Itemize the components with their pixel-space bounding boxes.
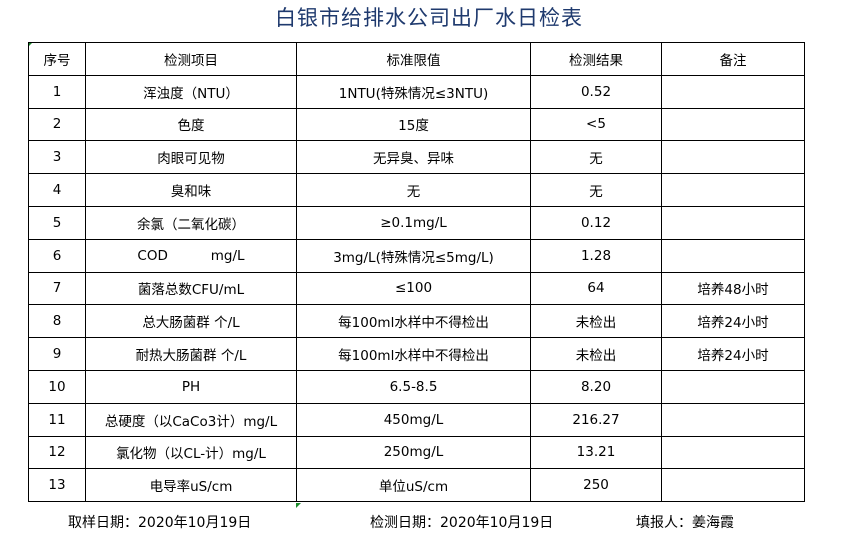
cell-remark [661, 468, 805, 503]
cell-result: 13.21 [530, 435, 662, 470]
cell-remark: 培养24小时 [661, 337, 805, 371]
cell-seq: 13 [28, 468, 86, 503]
cell-limit: 450mg/L [296, 402, 531, 437]
reporter: 填报人：姜海霞 [636, 515, 734, 531]
cell-remark: 培养24小时 [661, 304, 805, 339]
cell-seq: 7 [28, 271, 86, 306]
cell-limit: 每100ml水样中不得检出 [296, 304, 531, 339]
cell-result: 1.28 [530, 238, 662, 273]
cell-seq: 12 [28, 435, 86, 470]
table-row: 11 总硬度（以CaCo3计）mg/L 450mg/L 216.27 [28, 402, 805, 437]
cell-seq: 8 [28, 304, 86, 339]
cell-remark [661, 369, 805, 404]
cell-item: 色度 [85, 107, 297, 142]
header-limit: 标准限值 [296, 42, 531, 76]
cell-result: 0.52 [530, 74, 662, 109]
table-row: 10 PH 6.5-8.5 8.20 [28, 369, 805, 404]
cell-result: 8.20 [530, 369, 662, 404]
cell-item: 浑浊度（NTU） [85, 74, 297, 109]
header-remark: 备注 [661, 42, 805, 76]
cell-limit: 1NTU(特殊情况≤3NTU) [296, 74, 531, 109]
cell-result: 无 [530, 173, 662, 207]
cell-result: 无 [530, 140, 662, 175]
table-row: 8 总大肠菌群 个/L 每100ml水样中不得检出 未检出 培养24小时 [28, 304, 805, 339]
cell-remark [661, 140, 805, 175]
cell-limit: 15度 [296, 107, 531, 142]
cell-seq: 4 [28, 173, 86, 207]
table-row: 12 氯化物（以CL-计）mg/L 250mg/L 13.21 [28, 435, 805, 470]
cell-item: 耐热大肠菌群 个/L [85, 337, 297, 371]
cell-item: 臭和味 [85, 173, 297, 207]
table-row: 7 菌落总数CFU/mL ≤100 64 培养48小时 [28, 271, 805, 306]
cell-result: 0.12 [530, 205, 662, 240]
header-row: 序号 检测项目 标准限值 检测结果 备注 [28, 42, 805, 76]
cell-remark [661, 435, 805, 470]
header-item: 检测项目 [85, 42, 297, 76]
cell-remark [661, 402, 805, 437]
cell-limit: 每100ml水样中不得检出 [296, 337, 531, 371]
cell-result: 未检出 [530, 304, 662, 339]
cell-item: 总硬度（以CaCo3计）mg/L [85, 402, 297, 437]
cell-limit: 无 [296, 173, 531, 207]
table-row: 5 余氯（二氧化碳） ≥0.1mg/L 0.12 [28, 205, 805, 240]
cell-item: COD mg/L [85, 238, 297, 273]
cell-limit: 250mg/L [296, 435, 531, 470]
cell-seq: 2 [28, 107, 86, 142]
cell-remark [661, 107, 805, 142]
cell-result: 未检出 [530, 337, 662, 371]
cell-remark [661, 205, 805, 240]
header-result: 检测结果 [530, 42, 662, 76]
cell-limit: 3mg/L(特殊情况≤5mg/L) [296, 238, 531, 273]
cell-seq: 9 [28, 337, 86, 371]
cell-seq: 3 [28, 140, 86, 175]
cell-limit: 6.5-8.5 [296, 369, 531, 404]
header-seq: 序号 [28, 42, 86, 76]
cell-item: 电导率uS/cm [85, 468, 297, 503]
page-title: 白银市给排水公司出厂水日检表 [275, 6, 583, 30]
cell-remark [661, 74, 805, 109]
cell-remark: 培养48小时 [661, 271, 805, 306]
cell-remark [661, 238, 805, 273]
cell-limit: ≥0.1mg/L [296, 205, 531, 240]
cell-seq: 10 [28, 369, 86, 404]
cell-item: 肉眼可见物 [85, 140, 297, 175]
cell-limit: 单位uS/cm [296, 468, 531, 503]
sample-date: 取样日期：2020年10月19日 [68, 515, 252, 531]
cell-item: PH [85, 369, 297, 404]
table-row: 6 COD mg/L 3mg/L(特殊情况≤5mg/L) 1.28 [28, 238, 805, 273]
table-row: 4 臭和味无无 [28, 173, 805, 207]
cell-seq: 5 [28, 205, 86, 240]
table-row: 2 色度 15度 <5 [28, 107, 805, 142]
cell-seq: 6 [28, 238, 86, 273]
cell-seq: 1 [28, 74, 86, 109]
cell-limit: ≤100 [296, 271, 531, 306]
cell-item: 氯化物（以CL-计）mg/L [85, 435, 297, 470]
test-date: 检测日期：2020年10月19日 [370, 515, 554, 531]
cell-item: 余氯（二氧化碳） [85, 205, 297, 240]
cell-item: 菌落总数CFU/mL [85, 271, 297, 306]
cell-remark [661, 173, 805, 207]
table-row: 13 电导率uS/cm 单位uS/cm 250 [28, 468, 805, 503]
table-row: 1 浑浊度（NTU） 1NTU(特殊情况≤3NTU) 0.52 [28, 74, 805, 109]
cell-result: 216.27 [530, 402, 662, 437]
table-row: 3 肉眼可见物 无异臭、异味无 [28, 140, 805, 175]
cell-result: 64 [530, 271, 662, 306]
cell-result: <5 [530, 107, 662, 142]
cell-result: 250 [530, 468, 662, 503]
cell-seq: 11 [28, 402, 86, 437]
cell-limit: 无异臭、异味 [296, 140, 531, 175]
cell-item: 总大肠菌群 个/L [85, 304, 297, 339]
table-row: 9 耐热大肠菌群 个/L 每100ml水样中不得检出 未检出 培养24小时 [28, 337, 805, 371]
inspection-table: 序号 检测项目 标准限值 检测结果 备注 1 浑浊度（NTU） 1NTU(特殊情况≤3NTU)… [28, 42, 805, 503]
cell-marker [296, 503, 301, 508]
